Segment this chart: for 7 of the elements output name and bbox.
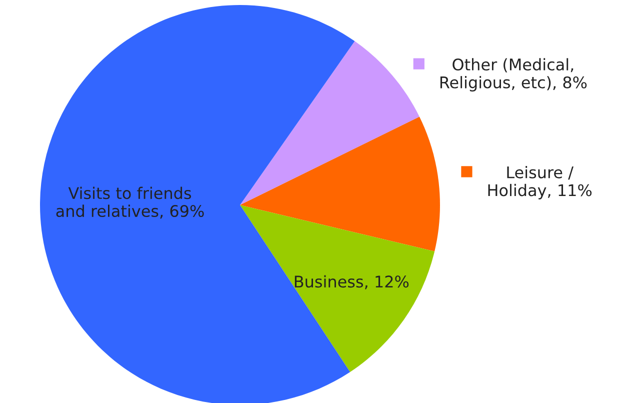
slice-label: Business, 12% [294,275,409,290]
pie-slice [240,116,440,252]
legend-label: Other (Medical, Religious, etc), 8% [440,58,587,92]
slice-label: Visits to friends and relatives, 69% [56,186,204,219]
pie-slice [240,41,420,205]
legend-label: Leisure / Holiday, 11% [488,166,592,200]
pie-slice [240,205,435,372]
